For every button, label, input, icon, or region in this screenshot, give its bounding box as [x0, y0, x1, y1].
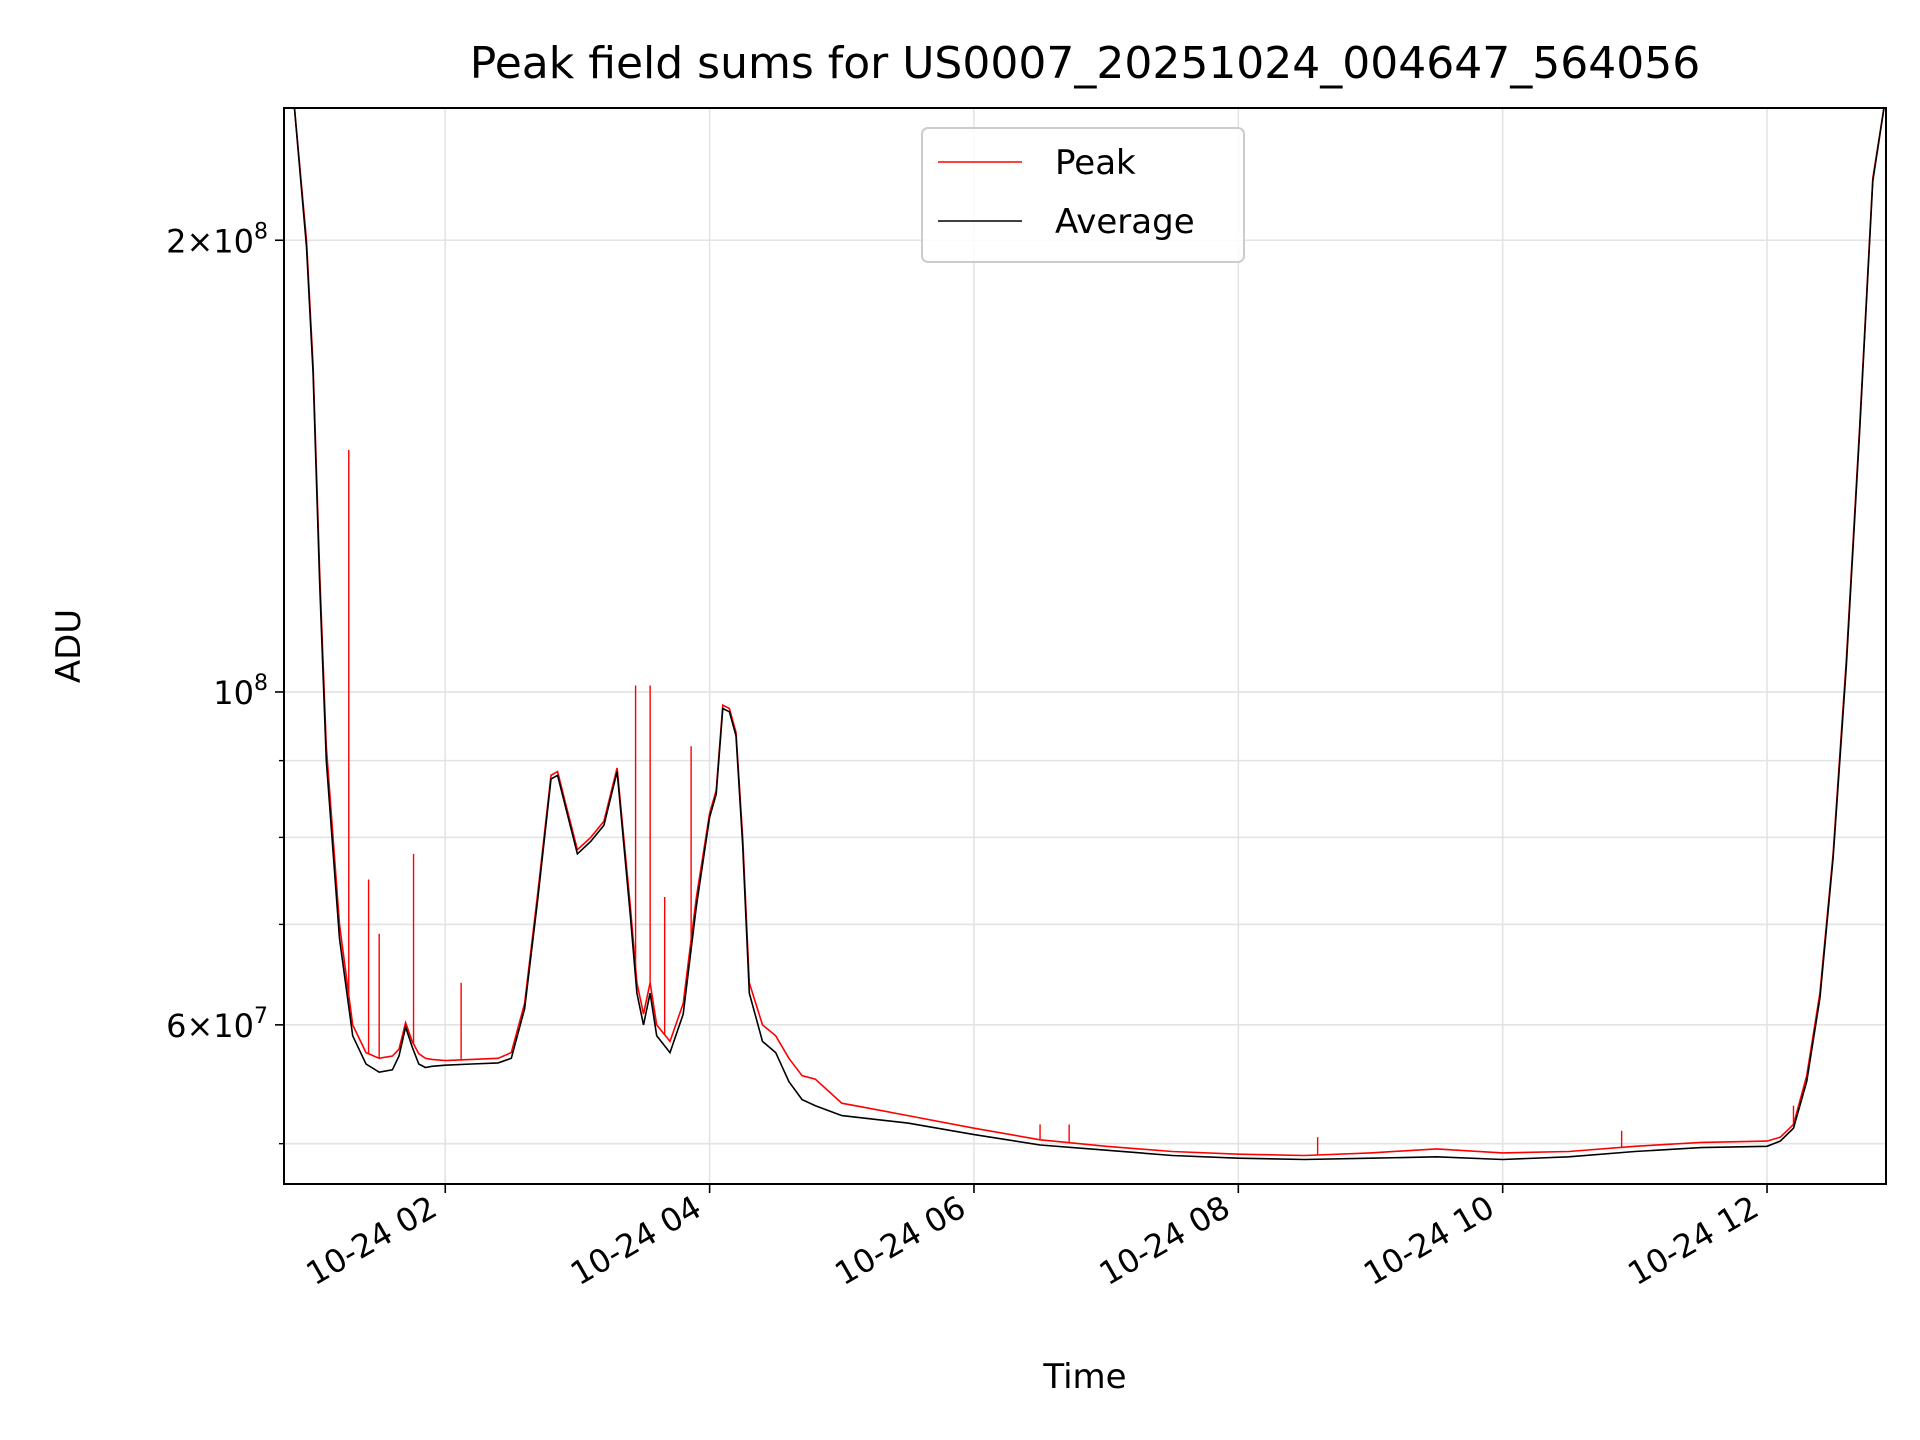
chart-title: Peak field sums for US0007_20251024_0046…	[470, 38, 1700, 89]
y-tick-label: 2×108	[166, 219, 268, 260]
plot-frame	[283, 107, 1887, 1185]
series-lines	[293, 108, 1885, 1161]
average-series-line	[293, 108, 1885, 1161]
y-tick-label: 108	[213, 671, 268, 712]
y-axis-ticks: 2×108 108 6×107	[166, 219, 284, 1145]
y-axis-label: ADU	[49, 609, 89, 683]
legend-peak-label: Peak	[1055, 143, 1136, 183]
legend: Peak Average	[921, 127, 1245, 263]
y-tick-label: 6×107	[166, 1004, 268, 1045]
peak-series-line	[293, 108, 1885, 1157]
x-axis-label: Time	[1042, 1357, 1126, 1397]
legend-average-label: Average	[1055, 202, 1195, 242]
